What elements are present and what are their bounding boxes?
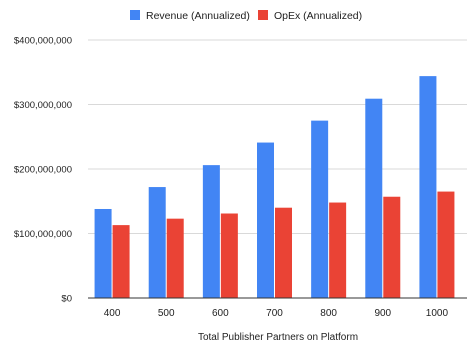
- bar-revenue: [419, 76, 437, 299]
- legend: Revenue (Annualized) OpEx (Annualized): [130, 10, 362, 22]
- bar-opex: [166, 218, 184, 298]
- x-axis-title: Total Publisher Partners on Platform: [198, 332, 358, 343]
- x-tick-label: 900: [374, 308, 391, 319]
- x-tick-label: 600: [212, 308, 229, 319]
- bar-revenue: [94, 208, 112, 298]
- bar-revenue: [365, 98, 383, 298]
- legend-swatch: [130, 10, 140, 20]
- bar-opex: [329, 202, 347, 298]
- x-axis-tick-labels: 400 500 600 700 800 900 1000: [104, 308, 449, 319]
- bar-opex: [275, 207, 292, 298]
- bar-opex: [220, 213, 238, 298]
- legend-item: Revenue (Annualized): [130, 10, 250, 22]
- y-tick-label: $100,000,000: [14, 229, 72, 240]
- bars: [94, 76, 455, 299]
- bar-revenue: [202, 165, 220, 298]
- x-tick-label: 500: [158, 308, 175, 319]
- y-axis-tick-labels: $0 $100,000,000 $200,000,000 $300,000,000 $4…: [14, 36, 72, 305]
- bar-revenue: [257, 142, 274, 298]
- bar-opex: [437, 191, 455, 298]
- legend-label: Revenue (Annualized): [146, 10, 250, 22]
- legend-swatch: [258, 10, 268, 20]
- x-tick-label: 1000: [426, 308, 449, 319]
- y-tick-label: $300,000,000: [14, 100, 72, 111]
- y-tick-label: $0: [61, 294, 72, 305]
- bar-revenue: [311, 120, 329, 298]
- bar-opex: [383, 196, 401, 298]
- x-tick-label: 800: [320, 308, 337, 319]
- gridlines: [88, 39, 467, 234]
- y-tick-label: $200,000,000: [14, 165, 72, 176]
- x-tick-label: 700: [266, 308, 283, 319]
- bar-revenue: [148, 187, 166, 298]
- x-tick-label: 400: [104, 308, 121, 319]
- legend-item: OpEx (Annualized): [258, 10, 362, 22]
- legend-label: OpEx (Annualized): [274, 10, 362, 22]
- y-tick-label: $400,000,000: [14, 36, 72, 47]
- bar-opex: [112, 225, 130, 298]
